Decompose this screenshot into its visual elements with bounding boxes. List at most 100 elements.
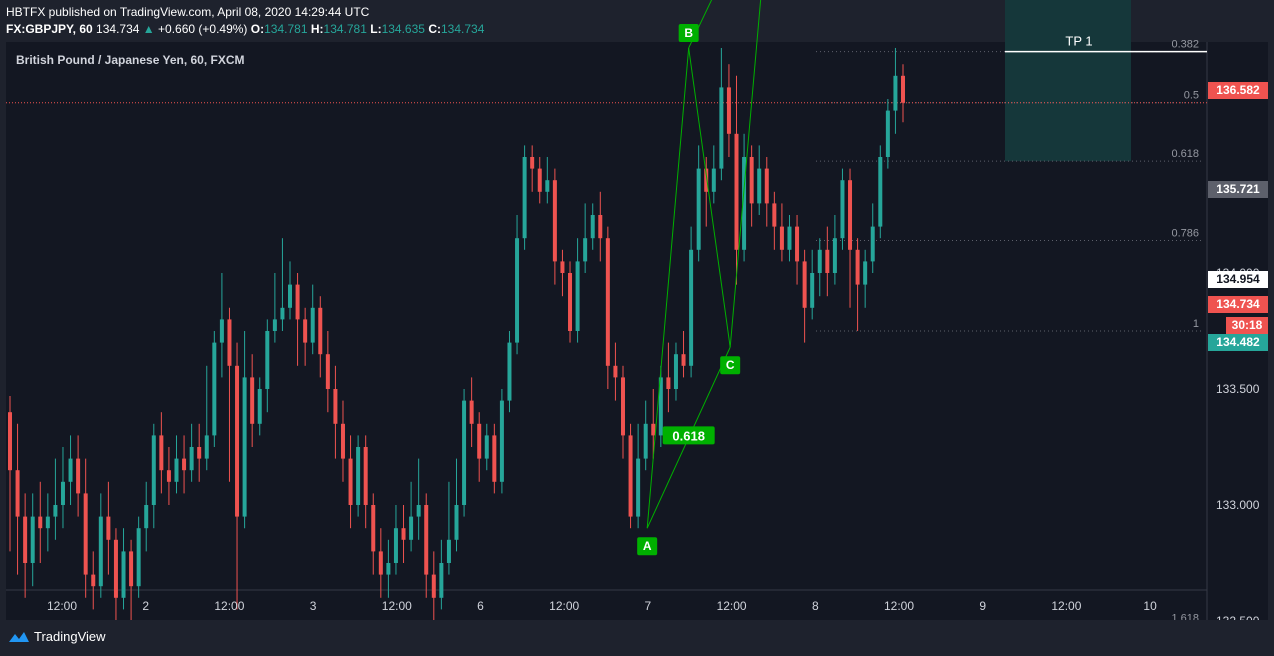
candle-body: [60, 481, 65, 505]
candle-body: [583, 238, 588, 262]
candle-body: [779, 226, 784, 250]
pattern-point-label: A: [643, 539, 652, 553]
candle-body: [356, 447, 361, 505]
candle-body: [787, 226, 792, 250]
fib-level-label: 0.5: [1184, 90, 1199, 102]
candle-body: [537, 168, 542, 192]
candle-body: [719, 87, 724, 169]
candle-body: [651, 423, 656, 436]
price-label: 136.582: [1216, 83, 1260, 97]
fib-level-label: 0.618: [1171, 148, 1199, 160]
high-value: 134.781: [323, 22, 367, 36]
candle-body: [673, 354, 678, 389]
price-label-box: [1208, 82, 1268, 99]
candle-body: [477, 423, 482, 459]
candle-body: [598, 215, 603, 239]
candle-body: [76, 458, 81, 494]
candle-body: [749, 157, 754, 204]
close-value: 134.734: [440, 22, 485, 36]
harmonic-pattern-line: [688, 47, 731, 348]
candle-body: [166, 470, 171, 482]
time-axis-tick: 12:00: [884, 599, 914, 613]
candle-body: [696, 168, 701, 250]
candle-body: [870, 226, 875, 262]
candle-body: [764, 168, 769, 204]
candle-body: [620, 377, 625, 436]
brand-name: TradingView: [34, 629, 106, 644]
candle-body: [545, 180, 550, 192]
publisher-line: HBTFX published on TradingView.com, Apri…: [6, 5, 370, 19]
candle-body: [484, 435, 489, 459]
candle-body: [257, 389, 262, 424]
open-label: O:: [250, 22, 265, 36]
candle-body: [272, 319, 277, 331]
price-label: 135.721: [1216, 182, 1260, 196]
fib-level-label: 0.786: [1171, 228, 1199, 240]
candle-body: [144, 505, 149, 529]
candle-body: [30, 516, 35, 563]
time-axis-tick: 8: [812, 599, 819, 613]
candle-body: [469, 400, 474, 424]
candle-body: [310, 307, 315, 343]
candle-body: [348, 458, 353, 505]
candle-body: [386, 563, 391, 575]
candle-body: [45, 516, 50, 529]
candle-body: [530, 157, 535, 169]
candle-body: [492, 435, 497, 482]
time-axis-tick: 12:00: [717, 599, 747, 613]
candle-body: [113, 539, 118, 598]
candle-body: [817, 249, 822, 273]
candle-body: [832, 238, 837, 273]
target-zone: [1005, 0, 1131, 162]
candle-body: [795, 226, 800, 262]
candle-body: [636, 458, 641, 517]
candle-body: [643, 423, 648, 459]
candle-body: [416, 505, 421, 517]
candle-body: [333, 389, 338, 424]
candle-body: [742, 157, 747, 250]
candle-body: [23, 516, 28, 563]
candle-body: [590, 215, 595, 239]
take-profit-label: TP 1: [1065, 34, 1092, 49]
candle-body: [129, 551, 134, 587]
candle-body: [325, 354, 330, 389]
tradingview-logo[interactable]: TradingView: [8, 629, 106, 644]
tradingview-icon: [9, 631, 29, 642]
candle-body: [613, 365, 618, 378]
candle-body: [265, 331, 270, 389]
candle-body: [446, 539, 451, 563]
candle-body: [182, 458, 187, 471]
candle-body: [242, 377, 247, 517]
candle-body: [848, 180, 853, 250]
candle-body: [68, 458, 73, 482]
candle-body: [204, 435, 209, 459]
time-axis-tick: 12:00: [47, 599, 77, 613]
pattern-point-label: B: [684, 26, 693, 40]
time-axis-tick: 7: [645, 599, 652, 613]
time-axis-tick: 12:00: [1051, 599, 1081, 613]
candle-body: [227, 319, 232, 366]
candle-body: [288, 284, 293, 308]
harmonic-pattern-line: [646, 47, 690, 529]
candle-body: [840, 180, 845, 239]
candle-body: [507, 342, 512, 401]
price-label-box: [1208, 296, 1268, 313]
price-label-box: [1208, 181, 1268, 198]
candle-body: [522, 157, 527, 239]
candle-body: [401, 528, 406, 540]
candle-body: [515, 238, 520, 343]
candle-body: [53, 505, 58, 517]
candle-body: [666, 377, 671, 389]
price-axis-tick: 133.500: [1216, 382, 1260, 396]
candle-body: [136, 528, 141, 587]
candle-body: [575, 261, 580, 331]
candle-body: [628, 435, 633, 517]
candle-body: [106, 516, 111, 540]
price-axis-tick: 132.500: [1216, 614, 1260, 620]
candle-body: [560, 261, 565, 273]
time-axis-tick: 10: [1143, 599, 1157, 613]
change-up-icon: ▲: [142, 22, 155, 36]
pattern-point-box: [720, 356, 741, 375]
candle-body: [219, 319, 224, 343]
